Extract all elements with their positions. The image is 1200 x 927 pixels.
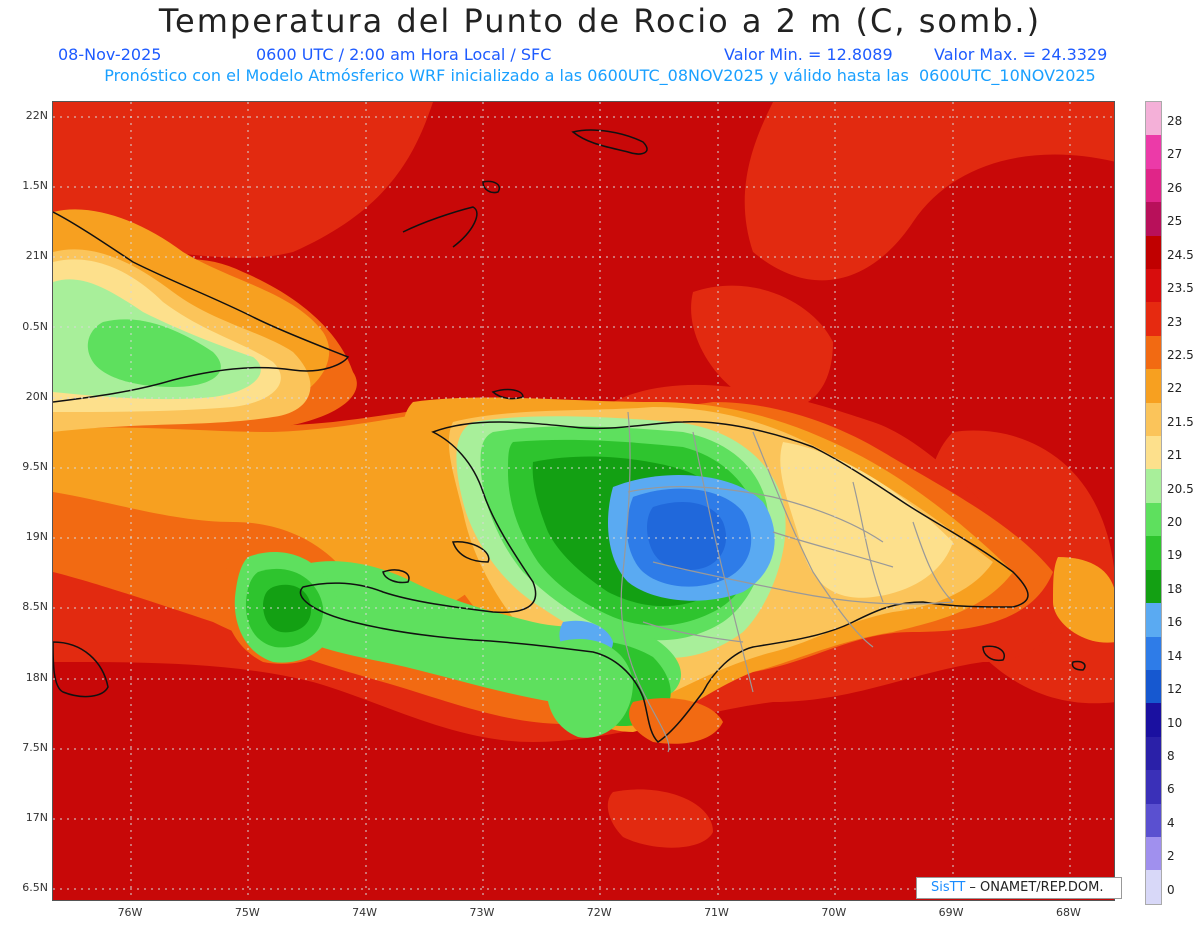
legend-swatch — [1146, 469, 1161, 503]
legend-swatch — [1146, 402, 1161, 437]
legend-label: 22 — [1167, 381, 1183, 396]
legend-swatch — [1146, 536, 1161, 570]
legend-label: 27 — [1167, 147, 1183, 162]
lon-tick: 69W — [938, 906, 964, 919]
legend-swatch — [1146, 603, 1161, 637]
legend-label: 28 — [1167, 114, 1183, 128]
legend-label: 22.5 — [1167, 347, 1194, 362]
legend-swatch — [1146, 369, 1161, 403]
legend-label: 14 — [1167, 648, 1183, 663]
lat-tick: 22N — [25, 109, 48, 122]
legend-swatch — [1146, 736, 1161, 771]
legend-swatch — [1146, 302, 1161, 336]
legend-label: 26 — [1167, 180, 1183, 195]
legend-swatch — [1146, 235, 1161, 270]
model-info-label: Pronóstico con el Modelo Atmósferico WRF… — [104, 66, 1096, 85]
lat-tick: 1.5N — [22, 179, 48, 193]
credit-box: SisTT – ONAMET/REP.DOM. — [916, 877, 1122, 899]
lon-tick: 68W — [1055, 906, 1081, 919]
legend-swatch — [1146, 502, 1161, 537]
legend-label: 0 — [1167, 882, 1175, 897]
legend-label: 10 — [1167, 715, 1183, 730]
legend-swatch — [1146, 636, 1161, 670]
dewpoint-map — [52, 101, 1115, 901]
legend-swatch — [1146, 703, 1161, 737]
color-legend — [1145, 101, 1162, 905]
lon-tick: 71W — [704, 906, 729, 919]
legend-swatch — [1146, 870, 1161, 904]
legend-swatch — [1146, 836, 1161, 871]
legend-label: 20 — [1167, 515, 1183, 529]
lat-tick: 8.5N — [22, 600, 48, 614]
lat-tick: 18N — [25, 670, 48, 684]
dewpoint-field — [53, 102, 1114, 900]
lat-tick: 19N — [25, 530, 48, 544]
lat-tick: 6.5N — [22, 881, 48, 895]
legend-swatch — [1146, 135, 1161, 169]
legend-label: 21.5 — [1167, 414, 1194, 429]
legend-swatch — [1146, 202, 1161, 236]
legend-label: 18 — [1167, 581, 1183, 596]
time-label: 0600 UTC / 2:00 am Hora Local / SFC — [256, 45, 552, 64]
lat-tick: 17N — [25, 811, 48, 824]
legend-label: 19 — [1167, 548, 1183, 563]
max-value-label: Valor Max. = 24.3329 — [934, 45, 1108, 64]
legend-label: 4 — [1167, 815, 1175, 830]
lon-tick: 73W — [469, 906, 495, 919]
legend-swatch — [1146, 335, 1161, 370]
lon-tick: 75W — [234, 906, 260, 919]
legend-swatch — [1146, 269, 1161, 303]
legend-label: 16 — [1167, 615, 1183, 630]
legend-swatch — [1146, 770, 1161, 804]
legend-label: 23 — [1167, 314, 1183, 329]
legend-label: 20.5 — [1167, 481, 1194, 496]
legend-label: 8 — [1167, 748, 1175, 763]
legend-swatch — [1146, 102, 1161, 136]
lat-tick: 0.5N — [22, 319, 48, 333]
lon-tick: 72W — [586, 906, 612, 919]
legend-swatch — [1146, 436, 1161, 470]
legend-label: 12 — [1167, 682, 1183, 697]
date-label: 08-Nov-2025 — [58, 45, 162, 64]
legend-label: 21 — [1167, 448, 1183, 463]
lat-tick: 20N — [25, 389, 48, 403]
legend-label: 2 — [1167, 849, 1175, 864]
min-value-label: Valor Min. = 12.8089 — [724, 45, 893, 64]
legend-label: 25 — [1167, 214, 1183, 229]
lat-tick: 21N — [25, 249, 48, 263]
lon-tick: 76W — [117, 906, 143, 919]
brand-logo: SisTT — [931, 880, 966, 895]
legend-swatch — [1146, 669, 1161, 704]
lat-tick: 9.5N — [22, 460, 48, 473]
legend-swatch — [1146, 168, 1161, 203]
lat-tick: 7.5N — [22, 740, 48, 754]
legend-swatch — [1146, 569, 1161, 604]
legend-label: 23.5 — [1167, 281, 1194, 296]
legend-label: 6 — [1167, 782, 1175, 797]
lon-tick: 70W — [821, 906, 847, 919]
map-title: Temperatura del Punto de Rocio a 2 m (C,… — [158, 2, 1042, 40]
credit-text: – ONAMET/REP.DOM. — [965, 880, 1104, 895]
legend-label: 24.5 — [1167, 247, 1194, 262]
legend-swatch — [1146, 803, 1161, 837]
lon-tick: 74W — [352, 906, 378, 919]
